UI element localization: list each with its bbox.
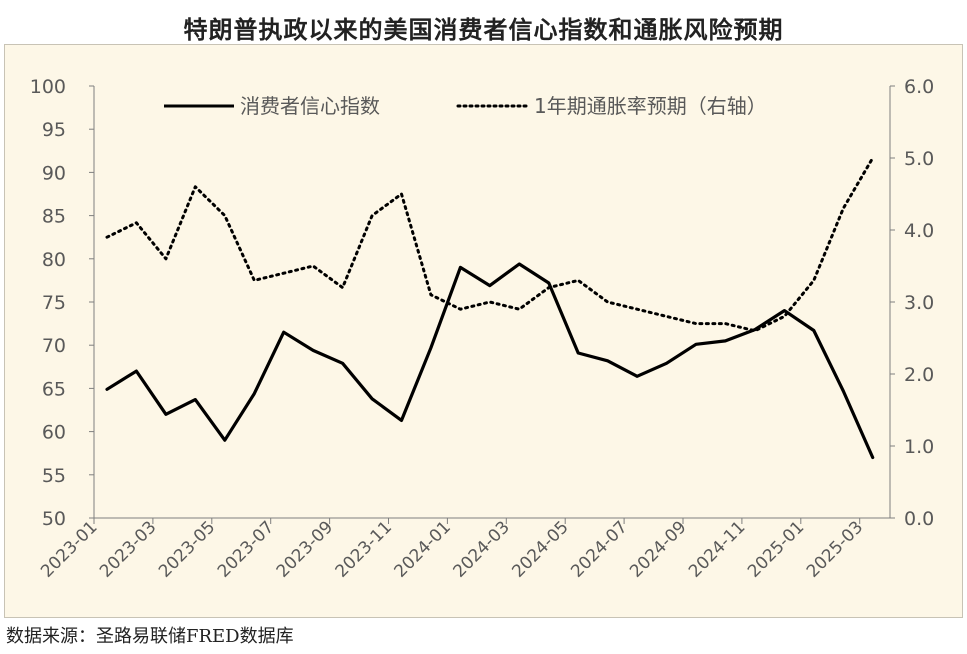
- x-tick-label: 2024-05: [508, 517, 572, 581]
- y-right-tick-label: 2.0: [904, 364, 934, 386]
- x-tick-label: 2023-05: [155, 517, 219, 581]
- y-right-tick-label: 1.0: [904, 436, 934, 458]
- x-tick-label: 2023-11: [332, 517, 396, 581]
- x-tick-label: 2025-03: [803, 517, 867, 581]
- axes: 50 55 60 65 70 75 80 85 90 95 100 0.0 1.0 2.0 3.0 4.0 5.…: [30, 76, 934, 582]
- y-right-tick-label: 3.0: [904, 292, 934, 314]
- y-right-tick-label: 5.0: [904, 148, 934, 170]
- y-left-tick-label: 100: [30, 76, 66, 98]
- y-right-tick-label: 4.0: [904, 220, 934, 242]
- y-left-tick-label: 50: [42, 508, 66, 530]
- series-line-inflation-expectation: [105, 156, 875, 333]
- x-tick-label: 2023-07: [214, 517, 278, 581]
- y-right-tick-label: 0.0: [904, 508, 934, 530]
- x-tick-label: 2024-07: [567, 517, 631, 581]
- source-note: 数据来源：圣路易联储FRED数据库: [6, 626, 294, 647]
- y-left-tick-label: 55: [42, 465, 66, 487]
- legend-label: 消费者信心指数: [240, 94, 380, 118]
- series-lines: [105, 156, 875, 460]
- x-tick-label: 2023-03: [96, 517, 160, 581]
- y-right-tick-label: 6.0: [904, 76, 934, 98]
- x-tick-label: 2024-09: [626, 517, 690, 581]
- x-tick-label: 2023-09: [273, 517, 337, 581]
- y-left-tick-label: 60: [42, 422, 66, 444]
- legend-label: 1年期通胀率预期（右轴）: [534, 94, 767, 118]
- y-left-tick-label: 65: [42, 378, 66, 400]
- y-left-tick-label: 95: [42, 119, 66, 141]
- y-left-tick-label: 70: [42, 335, 66, 357]
- x-tick-label: 2024-03: [449, 517, 513, 581]
- y-left-tick-label: 80: [42, 249, 66, 271]
- y-left-tick-label: 90: [42, 162, 66, 184]
- x-tick-label: 2024-11: [685, 517, 749, 581]
- series-line-confidence: [105, 262, 875, 460]
- legend: 消费者信心指数 1年期通胀率预期（右轴）: [164, 94, 767, 118]
- y-left-tick-label: 85: [42, 206, 66, 228]
- x-tick-label: 2025-01: [744, 517, 808, 581]
- x-tick-label: 2024-01: [391, 517, 455, 581]
- chart-title: 特朗普执政以来的美国消费者信心指数和通胀风险预期: [183, 16, 784, 44]
- chart-area: [4, 44, 963, 618]
- y-left-tick-label: 75: [42, 292, 66, 314]
